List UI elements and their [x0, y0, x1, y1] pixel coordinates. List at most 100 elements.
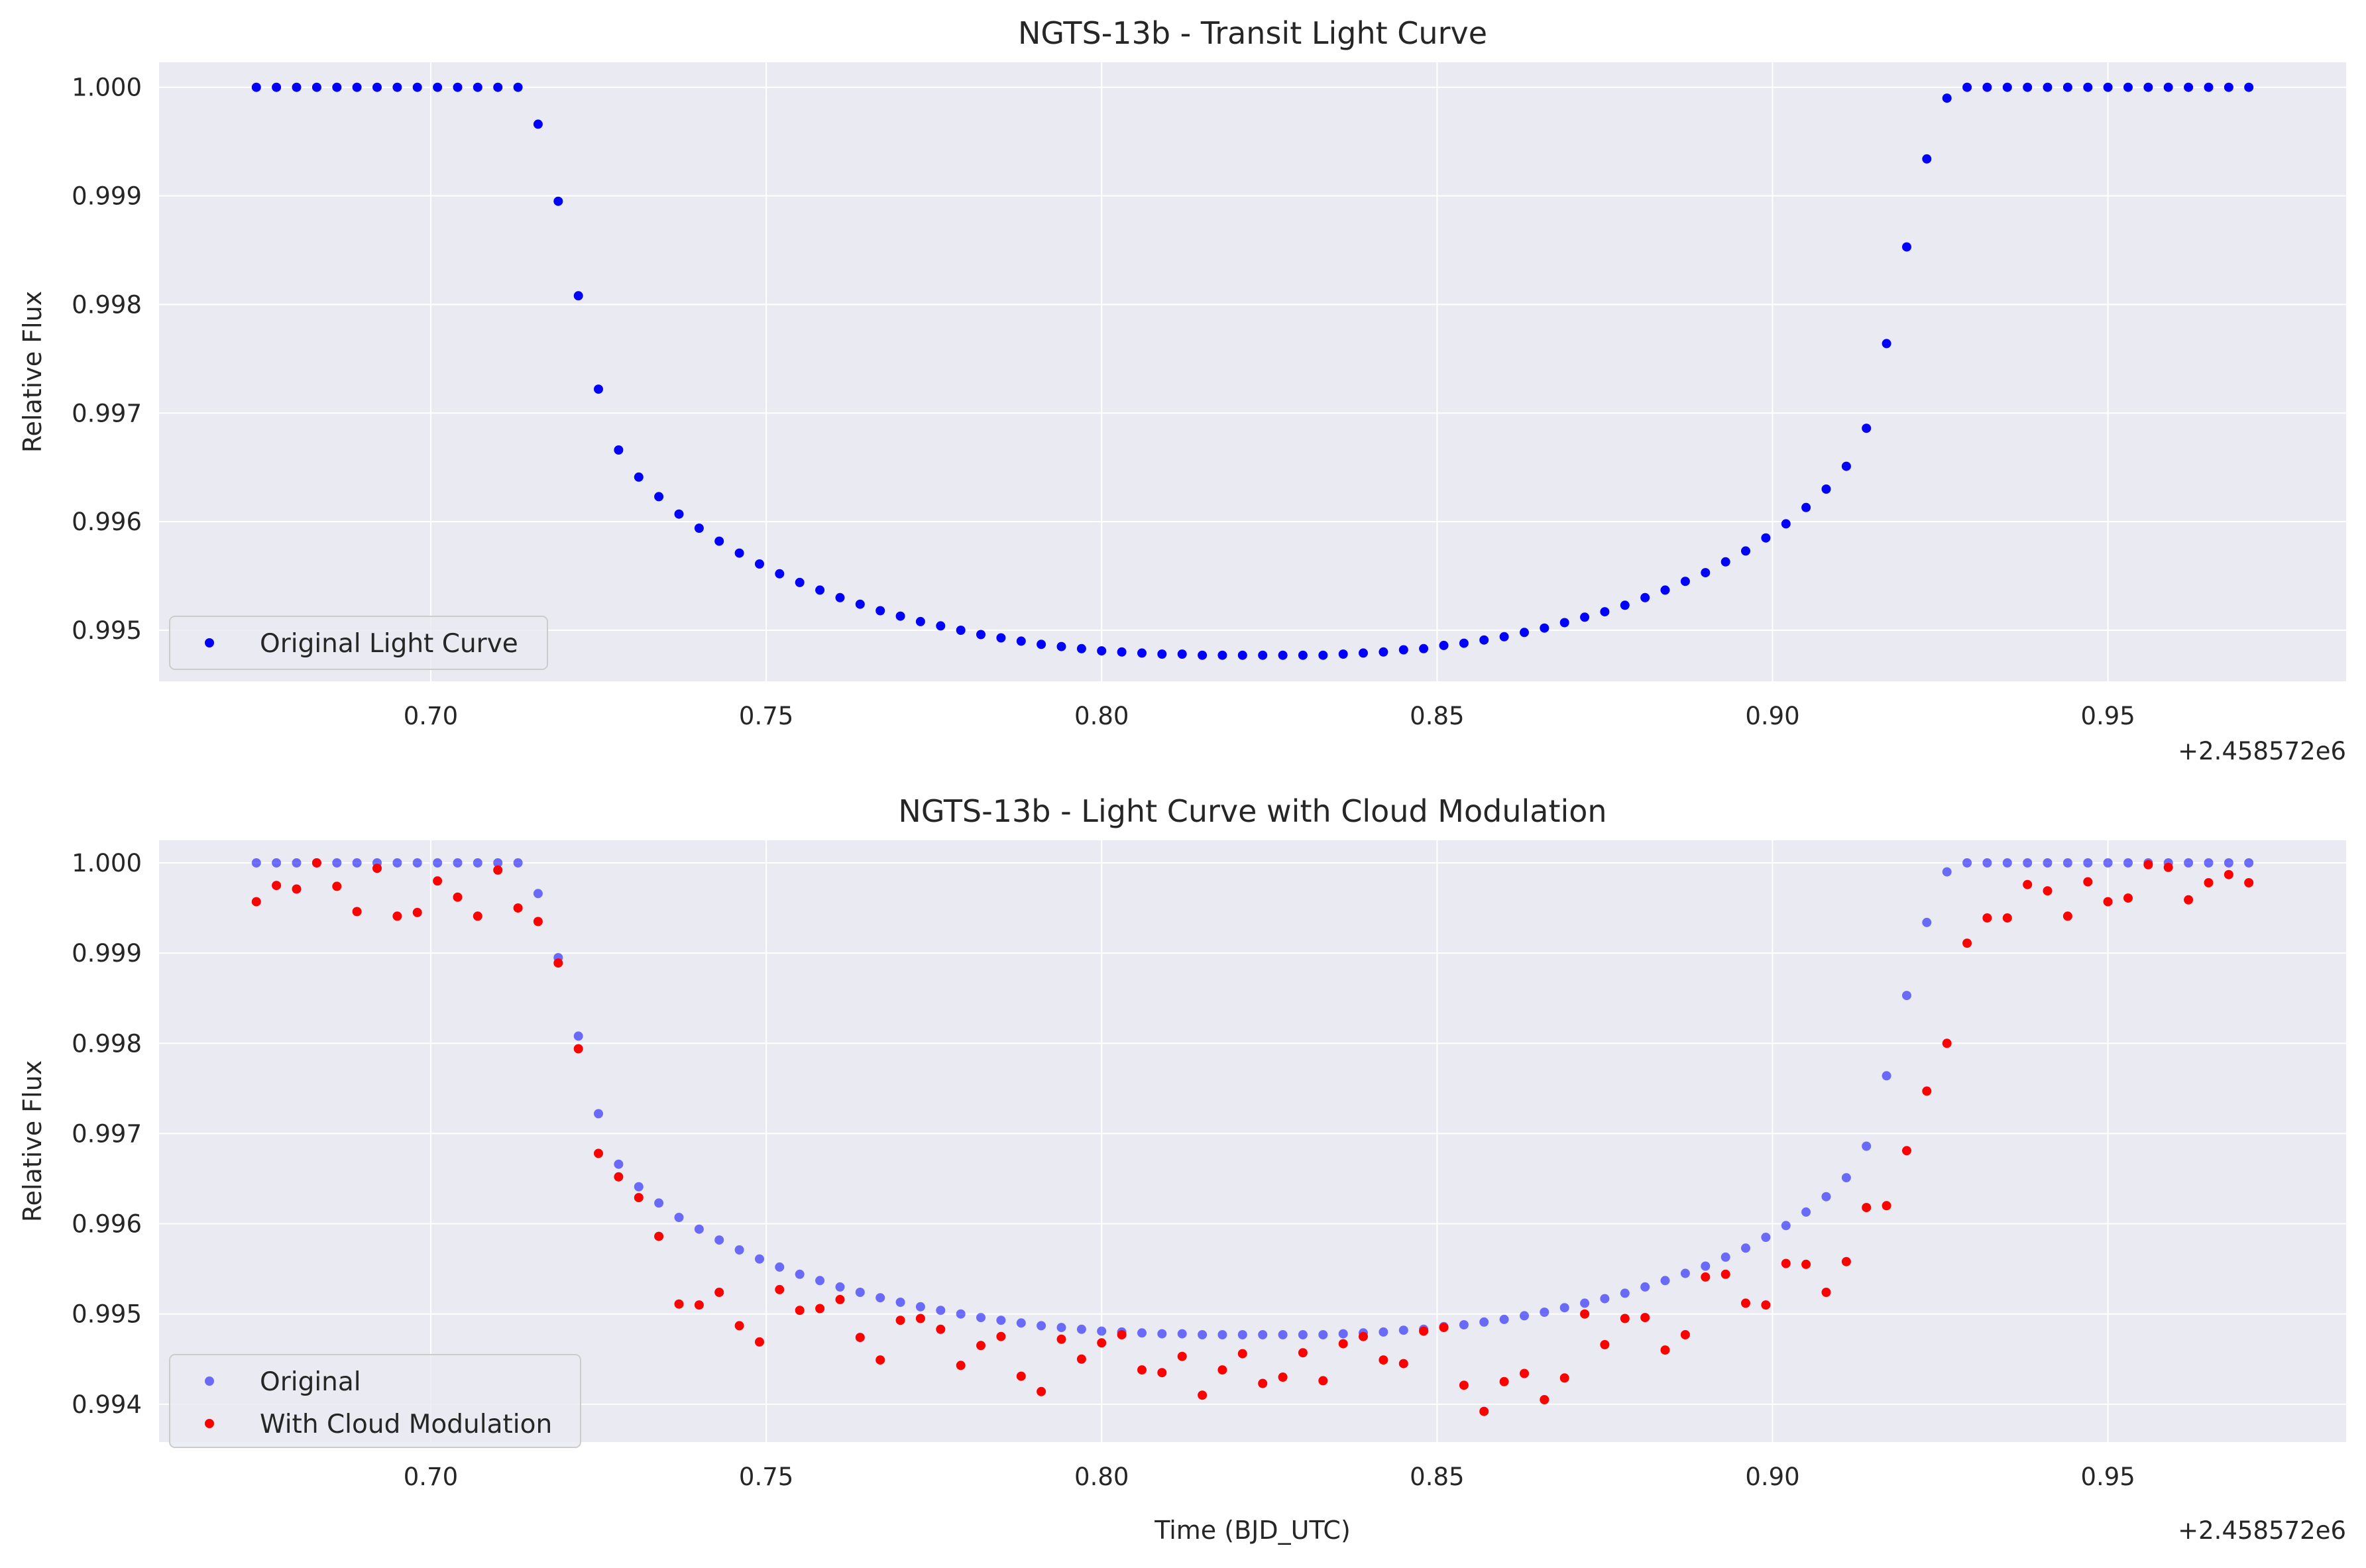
data-point [372, 864, 382, 873]
data-point [1499, 1314, 1509, 1324]
data-point [2143, 82, 2153, 92]
data-point [2083, 858, 2093, 868]
data-point [272, 881, 282, 891]
data-point [2224, 82, 2233, 92]
data-point [2204, 878, 2214, 887]
data-point [493, 82, 503, 92]
data-point [875, 1293, 885, 1303]
data-point [1741, 546, 1750, 556]
data-point [2244, 858, 2254, 868]
data-point [976, 1341, 986, 1351]
data-point [392, 911, 402, 921]
data-point [1137, 1365, 1147, 1375]
data-point [553, 958, 563, 968]
data-point [1258, 1378, 1268, 1388]
data-point [1177, 1351, 1187, 1361]
data-point [1841, 1257, 1851, 1266]
data-point [1781, 1259, 1791, 1268]
x-tick-label: 0.85 [1410, 1463, 1464, 1491]
x-offset-label: +2.458572e6 [2178, 737, 2346, 765]
data-point [573, 1031, 583, 1041]
data-point [674, 1299, 684, 1309]
data-point [895, 1316, 905, 1325]
data-point [2123, 82, 2133, 92]
data-point [1217, 1365, 1227, 1375]
data-point [533, 917, 543, 926]
data-point [1278, 1372, 1288, 1382]
data-point [1037, 1386, 1046, 1396]
data-point [1942, 1038, 1952, 1048]
data-point [2062, 82, 2072, 92]
data-point [1177, 1329, 1187, 1339]
data-point [1781, 1221, 1791, 1231]
x-tick-labels: 0.70 0.75 0.80 0.85 0.90 0.95 [404, 702, 2135, 730]
data-point [1097, 1338, 1107, 1348]
data-point [1479, 1317, 1489, 1327]
data-point [1620, 1288, 1630, 1298]
data-point [1821, 484, 1831, 494]
data-point [1701, 568, 1711, 578]
y-tick-label: 0.995 [72, 616, 142, 645]
data-point [1600, 607, 1610, 617]
data-point [1359, 1331, 1368, 1341]
data-point [1278, 650, 1288, 660]
data-point [1540, 1308, 1549, 1317]
data-point [915, 1302, 925, 1312]
data-point [1198, 650, 1208, 660]
data-point [1761, 533, 1771, 543]
data-point [1217, 1330, 1227, 1339]
data-point [1076, 644, 1086, 653]
x-tick-label: 0.90 [1745, 702, 1799, 730]
data-point [2023, 858, 2033, 868]
data-point [1942, 867, 1952, 877]
data-point [1982, 82, 1992, 92]
y-tick-label: 0.994 [72, 1390, 142, 1419]
data-point [1097, 1326, 1107, 1336]
x-tick-label: 0.95 [2080, 702, 2135, 730]
data-point [1419, 1326, 1429, 1336]
data-point [1902, 242, 1911, 252]
data-point [956, 1361, 966, 1371]
data-point [553, 196, 563, 206]
data-point [412, 82, 422, 92]
data-point [1720, 1269, 1730, 1279]
data-point [2224, 869, 2233, 879]
data-point [594, 1148, 603, 1158]
data-point [1701, 1272, 1711, 1282]
data-point [1379, 1327, 1388, 1337]
data-point [956, 626, 966, 635]
plot-area [159, 840, 2346, 1442]
data-point [1137, 648, 1147, 658]
data-point [1580, 1298, 1590, 1308]
data-point [272, 82, 282, 92]
data-points [251, 858, 2254, 1416]
data-point [1882, 1071, 1891, 1081]
data-point [1520, 1311, 1529, 1321]
data-point [1902, 1146, 1911, 1156]
data-point [1318, 1376, 1328, 1386]
data-point [1056, 1334, 1066, 1344]
data-point [855, 599, 865, 609]
data-point [392, 82, 402, 92]
gridlines [159, 840, 2346, 1442]
data-point [1600, 1340, 1610, 1349]
data-point [915, 1314, 925, 1323]
data-point [634, 1182, 644, 1192]
data-point [1882, 1201, 1891, 1211]
data-point [815, 1276, 825, 1286]
y-tick-label: 0.997 [72, 399, 142, 427]
x-tick-label: 0.70 [404, 1463, 458, 1491]
data-point [2062, 858, 2072, 868]
data-point [2043, 858, 2053, 868]
data-point [1076, 1354, 1086, 1364]
data-point [2123, 893, 2133, 903]
legend-box [169, 616, 548, 670]
data-point [1922, 917, 1932, 927]
data-point [634, 1193, 644, 1203]
data-point [332, 881, 342, 891]
legend-entry: Original Light Curve [260, 629, 518, 659]
data-point [1962, 82, 1972, 92]
data-point [1237, 1349, 1247, 1359]
data-point [2043, 886, 2053, 896]
legend-entry: Original [260, 1367, 361, 1397]
